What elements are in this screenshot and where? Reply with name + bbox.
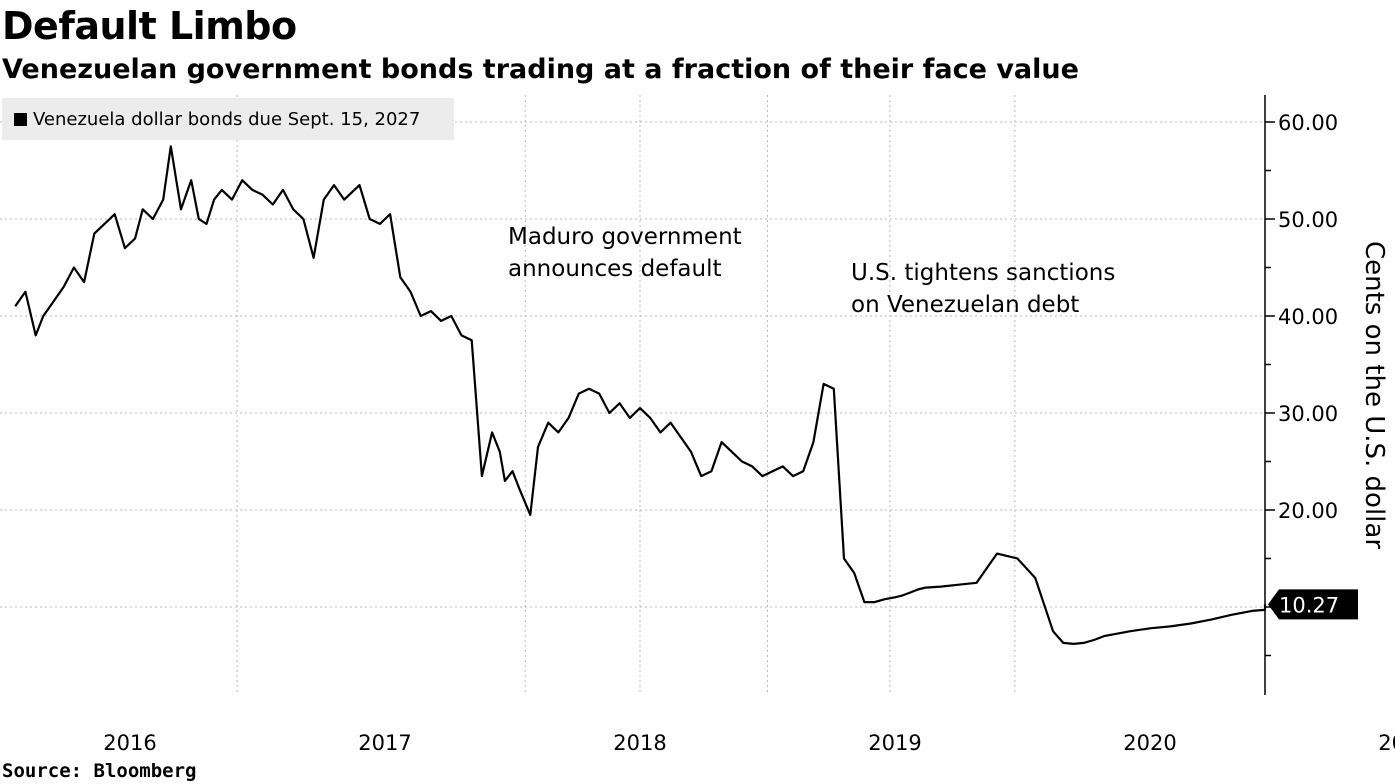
chart-subtitle: Venezuelan government bonds trading at a… <box>2 54 1079 85</box>
x-axis: 2016 2017 2018 2019 2020 2021 <box>103 731 1395 755</box>
annotation-line: announces default <box>508 256 722 282</box>
series-line <box>14 145 1267 645</box>
x-tick-label: 2016 <box>103 731 156 755</box>
x-tick-label: 2017 <box>358 731 411 755</box>
y-axis-title: Cents on the U.S. dollar <box>1359 241 1389 549</box>
y-tick-label: 20.00 <box>1278 499 1338 523</box>
annotations: Maduro government announces default U.S. t… <box>508 224 1115 318</box>
x-tick-label: 2021 <box>1378 731 1395 755</box>
legend-swatch <box>14 112 27 126</box>
x-tick-label: 2018 <box>613 731 666 755</box>
last-value-marker: 10.27 <box>1268 589 1358 620</box>
chart-title: Default Limbo <box>2 4 297 48</box>
x-tick-label: 2019 <box>868 731 921 755</box>
y-tick-label: 50.00 <box>1278 208 1338 232</box>
source-note: Source: Bloomberg <box>2 760 197 782</box>
y-tick-label: 40.00 <box>1278 305 1338 329</box>
y-axis: 20.00 30.00 40.00 50.00 60.00 <box>1264 95 1338 695</box>
annotation-line: Maduro government <box>508 224 742 250</box>
annotation-line: on Venezuelan debt <box>851 292 1079 318</box>
annotation-line: U.S. tightens sanctions <box>851 260 1115 286</box>
legend-label: Venezuela dollar bonds due Sept. 15, 202… <box>33 108 421 130</box>
last-value-box <box>1268 589 1358 620</box>
x-tick-label: 2020 <box>1123 731 1176 755</box>
chart-legend: Venezuela dollar bonds due Sept. 15, 202… <box>2 98 454 140</box>
series-layer <box>14 145 1267 645</box>
y-tick-label: 60.00 <box>1278 111 1338 135</box>
y-tick-label: 30.00 <box>1278 402 1338 426</box>
last-value-label: 10.27 <box>1279 593 1339 617</box>
